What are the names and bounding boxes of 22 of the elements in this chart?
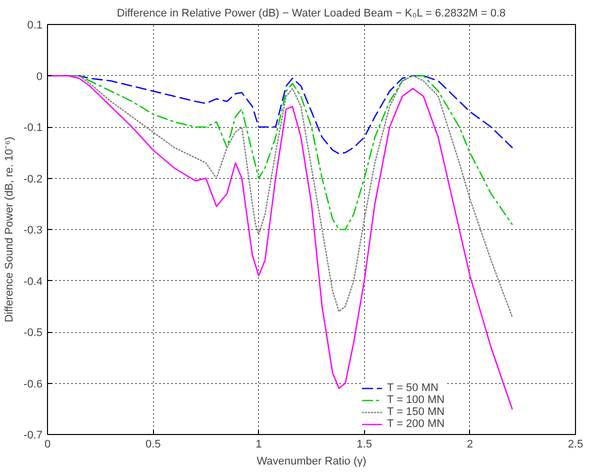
y-tick-label: 0.1	[27, 20, 43, 32]
y-tick-label: -0.4	[24, 276, 43, 288]
legend-label: T = 200 MN	[387, 418, 445, 430]
x-tick-label: 1	[256, 438, 262, 450]
legend-label: T = 100 MN	[387, 394, 445, 406]
chart-title: Difference in Relative Power (dB) − Water Loaded Beam − K₀L = 6.2832M = 0.8	[116, 8, 506, 20]
x-tick-label: 2	[466, 438, 473, 450]
y-tick-label: 0	[36, 70, 43, 83]
y-tick-label: -0.5	[24, 327, 43, 339]
x-tick-label: 0.5	[145, 438, 161, 450]
x-tick-label: 2.5	[568, 438, 584, 450]
x-tick-label: 0	[44, 438, 51, 450]
y-tick-label: -0.3	[24, 224, 43, 236]
x-tick-label: 1.5	[356, 438, 372, 450]
y-tick-label: -0.6	[24, 378, 43, 390]
y-axis-title: Difference Sound Power (dB, re. 10⁻⁶)	[4, 136, 16, 322]
y-tick-label: -0.7	[24, 430, 43, 442]
y-tick-label: -0.2	[24, 173, 43, 186]
legend-label: T = 50 MN	[387, 382, 438, 394]
legend-label: T = 150 MN	[387, 406, 445, 418]
x-axis-title: Wavenumber Ratio (γ)	[256, 456, 366, 468]
y-tick-label: -0.1	[24, 122, 43, 134]
